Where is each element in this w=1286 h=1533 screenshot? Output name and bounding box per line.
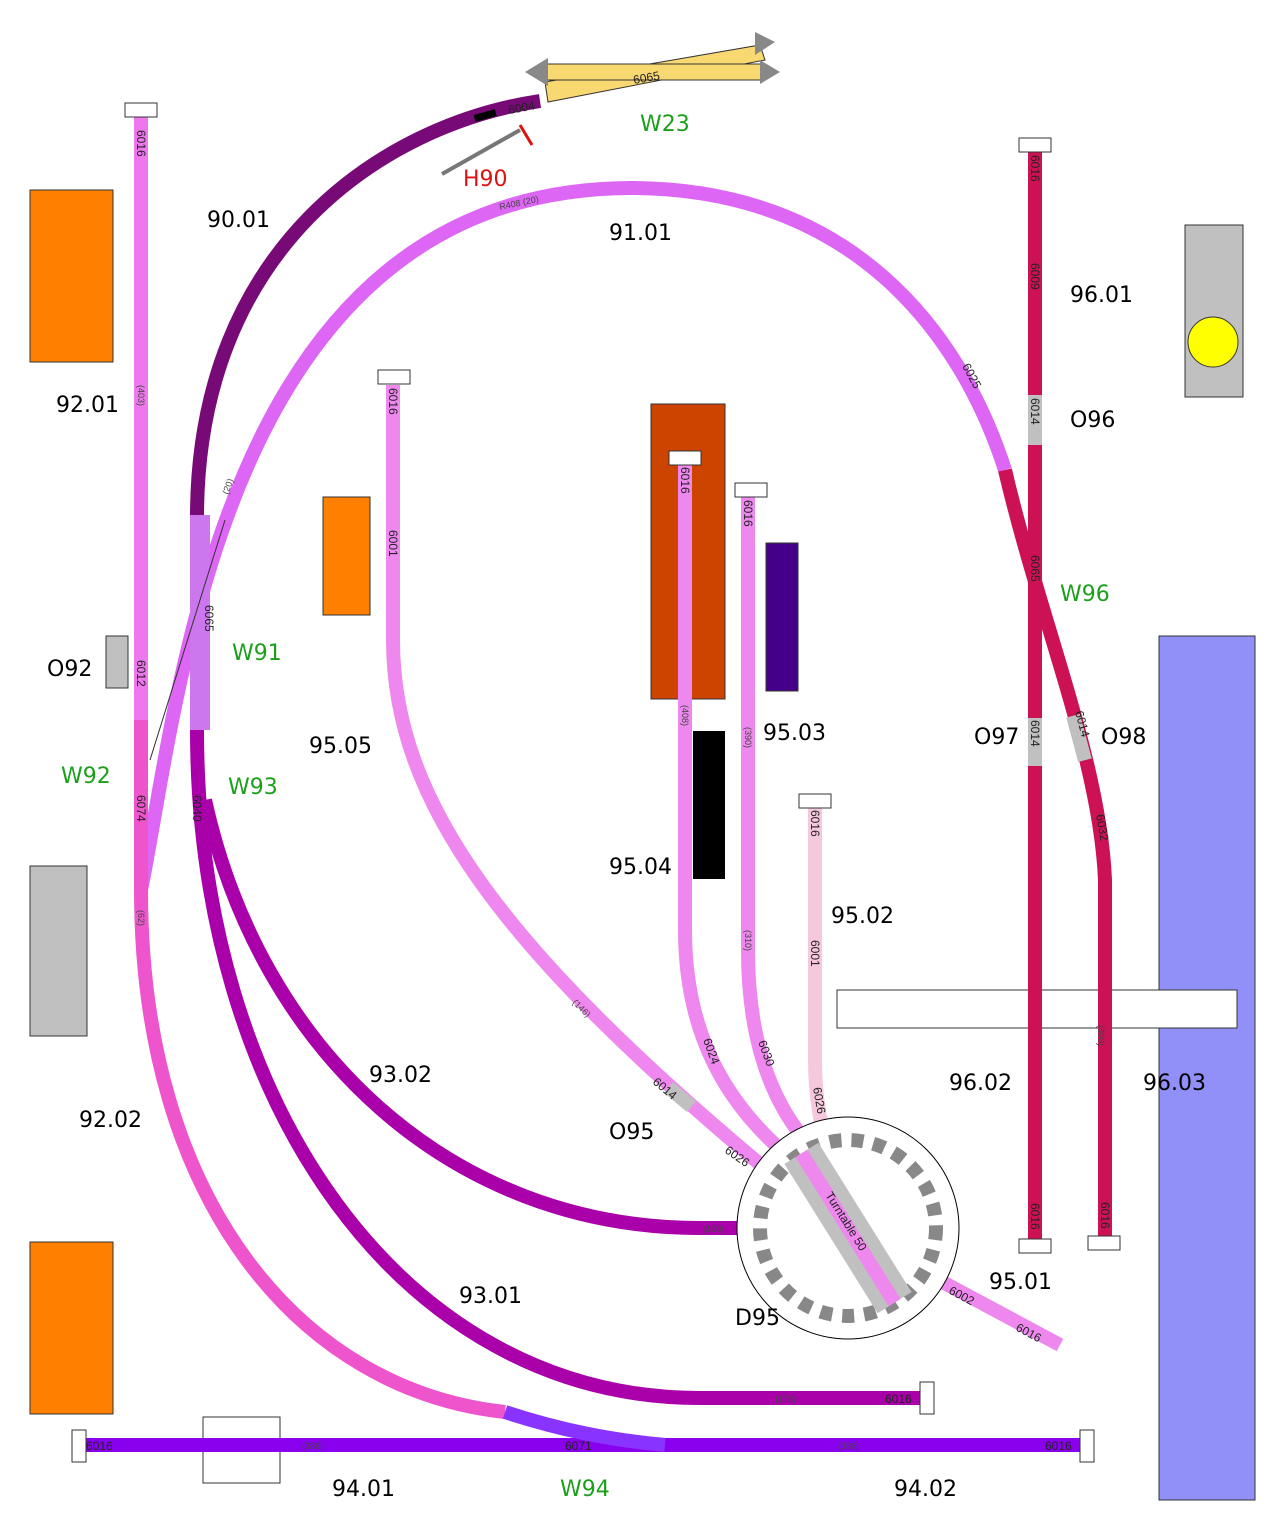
track-label: 6032: [1093, 813, 1111, 842]
occupancy-o98: [1066, 713, 1092, 763]
switch-w91-diverge: [149, 519, 226, 761]
block-label: 94.01: [332, 1477, 395, 1502]
o92-marker: [105, 635, 129, 689]
building-orange-3: [29, 1241, 114, 1415]
switch-label: W92: [61, 764, 111, 789]
signal-h90-head: [518, 124, 534, 146]
track-label: 6001: [386, 530, 400, 557]
building-orange-1: [29, 189, 114, 363]
block-label: 91.01: [609, 221, 672, 246]
switch-label: W94: [560, 1477, 610, 1502]
end-arrow-icon: [525, 58, 548, 86]
track-92-02: [134, 720, 506, 1419]
track-label: 6040: [190, 795, 204, 822]
platform-blue: [1158, 635, 1256, 1501]
block-label: 90.01: [207, 208, 270, 233]
track-label: 6001: [808, 940, 822, 967]
track-91-01: [134, 180, 1012, 892]
track-96-03: [998, 468, 1112, 1240]
end-arrow-icon: [755, 32, 775, 55]
occupancy-o96: [1028, 395, 1042, 445]
building-black: [693, 731, 725, 879]
track-length-label: (178): [775, 1394, 796, 1404]
track-label: 6016: [86, 1439, 113, 1453]
track-length-label: (386): [302, 1441, 323, 1451]
track-label: 6004: [507, 98, 536, 116]
track-length-label: (390): [743, 727, 753, 748]
occupancy-label: O92: [47, 657, 92, 682]
buffer-stop-icons: [71, 102, 1121, 1463]
track-length-label: (403): [136, 385, 146, 406]
building-orange-2: [322, 496, 371, 616]
track-label: 6065: [202, 605, 216, 632]
block-label: 93.02: [369, 1063, 432, 1088]
track-length-label: (300): [1096, 1025, 1106, 1046]
block-label: 95.02: [831, 904, 894, 929]
track-label: 6065: [632, 68, 661, 86]
track-label: 6016: [1098, 1202, 1112, 1229]
track-label: 6016: [1028, 155, 1042, 182]
block-label: 95.05: [309, 734, 372, 759]
occupancy-label: O98: [1101, 725, 1146, 750]
block-label: 95.03: [763, 721, 826, 746]
switch-label: W23: [640, 112, 690, 137]
track-label: 6074: [134, 795, 148, 822]
turntable-label: D95: [735, 1306, 780, 1331]
signal-lamp: [1187, 316, 1239, 368]
block-label: 94.02: [894, 1477, 957, 1502]
track-label: 6016: [741, 500, 755, 527]
signal-h90-mast: [441, 128, 521, 176]
switch-label: W96: [1060, 582, 1110, 607]
switch-w91: [190, 515, 210, 730]
track-90-01: [190, 94, 542, 516]
block-label: 95.04: [609, 855, 672, 880]
signal-box: [1184, 224, 1244, 398]
track-label: 6016: [1045, 1439, 1072, 1453]
track-length-label: (310): [743, 930, 753, 951]
building-grey: [29, 865, 88, 1037]
track-93-02: [198, 798, 765, 1235]
occupancy-label: O96: [1070, 408, 1115, 433]
building-purple: [765, 542, 799, 692]
track-label: 6016: [678, 467, 692, 494]
track-label: 6071: [565, 1439, 592, 1453]
track-label: 6016: [885, 1392, 912, 1406]
track-label: 6009: [1028, 263, 1042, 290]
track-label: 6016: [134, 130, 148, 157]
block-label: 96.03: [1143, 1071, 1206, 1096]
block-label: 92.02: [79, 1108, 142, 1133]
track-label: 6012: [134, 660, 148, 687]
turntable-d95[interactable]: [736, 1116, 960, 1340]
occupancy-o95: [664, 1081, 696, 1113]
block-label: 92.01: [56, 393, 119, 418]
track-95-05: [386, 385, 790, 1191]
occupancy-label: O95: [609, 1120, 654, 1145]
track-label: 6016: [386, 388, 400, 415]
track-label: 6016: [808, 810, 822, 837]
end-arrow-icon: [760, 60, 780, 84]
track-length-label: (62): [136, 910, 146, 926]
track-label: 6014: [1028, 398, 1042, 425]
occupancy-o97: [1028, 718, 1042, 766]
signal-label: H90: [463, 167, 508, 192]
track-93-01: [190, 729, 925, 1405]
track-length-label: (386): [838, 1441, 859, 1451]
track-length-label: (408): [680, 705, 690, 726]
signal-h90-marker: [473, 109, 497, 122]
track-label: 6065: [1028, 555, 1042, 582]
block-label: 93.01: [459, 1284, 522, 1309]
track-label: 6016: [1028, 1203, 1042, 1230]
track-label: 6014: [1028, 720, 1042, 747]
track-length-label: (100): [703, 1224, 724, 1234]
block-label: 95.01: [989, 1270, 1052, 1295]
switch-label: W93: [228, 775, 278, 800]
block-label: 96.01: [1070, 283, 1133, 308]
block-label: 96.02: [949, 1071, 1012, 1096]
track-label: 6014: [1072, 709, 1093, 739]
occupancy-label: O97: [974, 725, 1019, 750]
switch-label: W91: [232, 641, 282, 666]
switch-w94: [502, 1405, 666, 1452]
track-label: 6026: [810, 1086, 828, 1115]
